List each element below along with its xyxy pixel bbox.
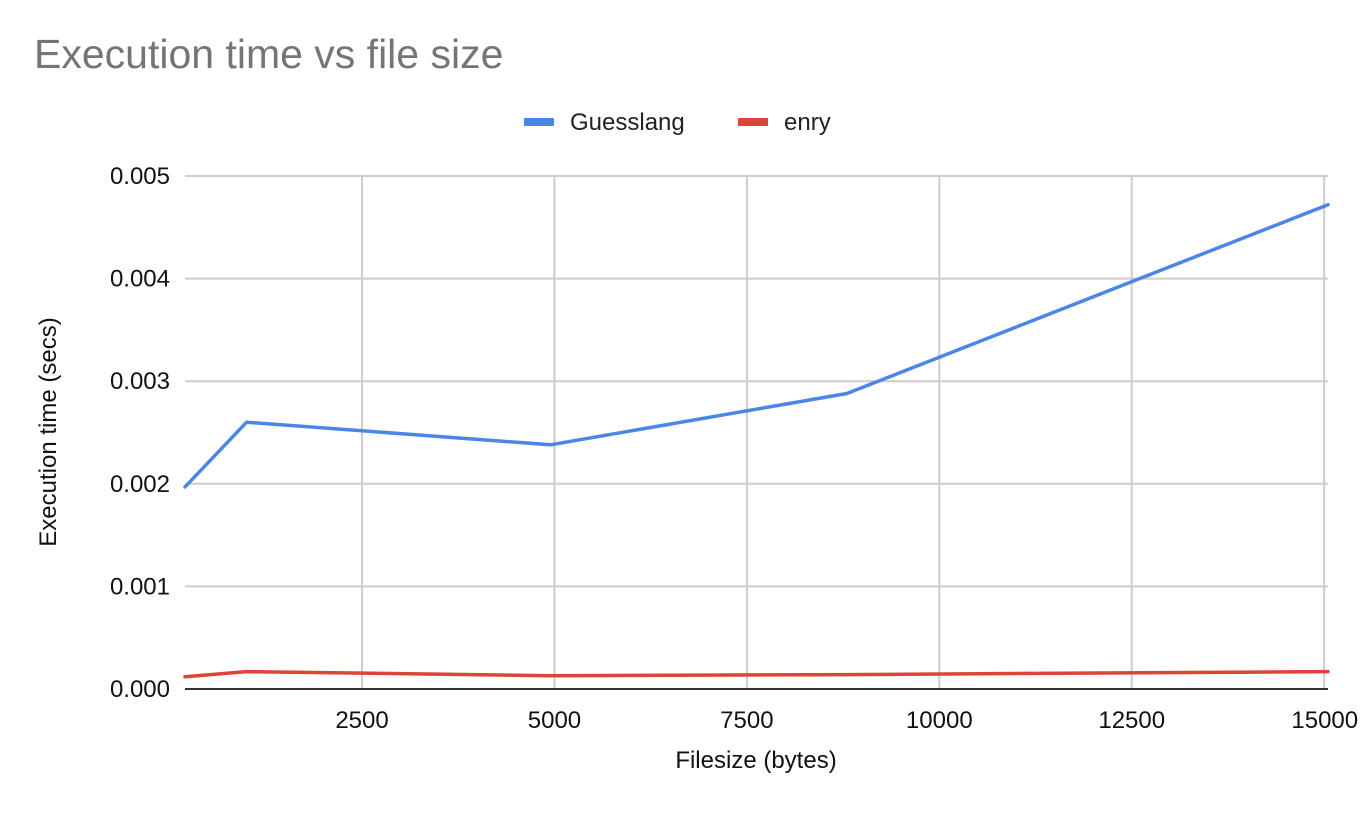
x-axis-ticks: 2500 5000 7500 10000 12500 15000: [335, 707, 1358, 734]
y-tick-label: 0.000: [110, 676, 170, 703]
y-tick-label: 0.004: [110, 266, 170, 293]
y-tick-label: 0.002: [110, 471, 170, 498]
y-axis-ticks: 0.000 0.001 0.002 0.003 0.004 0.005: [110, 163, 170, 703]
legend-label-guesslang: Guesslang: [570, 109, 685, 136]
x-tick-label: 2500: [335, 707, 388, 734]
y-tick-label: 0.005: [110, 163, 170, 190]
x-tick-label: 5000: [528, 707, 581, 734]
gridlines: [185, 175, 1328, 690]
x-axis-title: Filesize (bytes): [675, 747, 836, 774]
legend-swatch-enry: [738, 118, 768, 126]
legend-swatch-guesslang: [524, 118, 554, 126]
chart-title: Execution time vs file size: [34, 31, 503, 77]
y-tick-label: 0.001: [110, 573, 170, 600]
x-tick-label: 7500: [720, 707, 773, 734]
x-tick-label: 12500: [1098, 707, 1165, 734]
y-tick-label: 0.003: [110, 368, 170, 395]
series-line-guesslang: [183, 202, 1330, 489]
legend-label-enry: enry: [784, 109, 831, 136]
legend: Guesslang enry: [524, 109, 831, 136]
series-lines: [183, 202, 1330, 679]
series-line-enry: [183, 669, 1330, 679]
x-tick-label: 15000: [1291, 707, 1358, 734]
y-axis-title: Execution time (secs): [35, 317, 62, 546]
x-tick-label: 10000: [906, 707, 973, 734]
